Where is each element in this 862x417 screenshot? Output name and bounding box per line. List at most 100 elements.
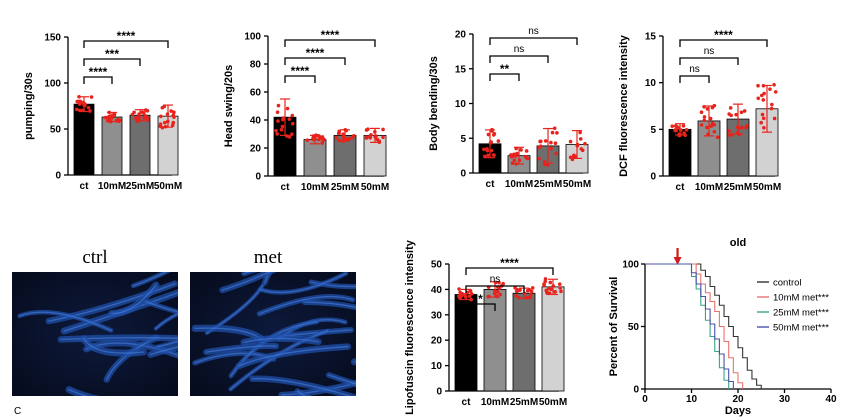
significance-bracket [284,57,346,65]
chart-title: old [730,237,747,249]
x-tick-label: 25mM [331,182,359,193]
data-point [727,133,732,137]
data-point [276,119,280,123]
y-tick-label: 40 [431,285,443,296]
bar [73,103,95,176]
data-point [530,286,535,290]
y-tick-label: 30 [431,310,443,321]
data-point [275,132,280,136]
bar-chart-4: 0 5 10 15 DCF fluorescence intensity ct 10mM 25… [618,28,781,193]
survival-line [645,263,734,389]
y-tick-label: 15 [645,32,657,43]
data-point [739,110,744,115]
worm-highlight [205,345,277,353]
worm-highlight [48,282,176,322]
data-point [320,141,324,145]
data-point [89,95,94,99]
data-point [734,112,738,117]
significance-label: **** [714,28,733,42]
data-point [347,136,352,141]
data-point [742,109,747,113]
data-point [274,128,278,133]
data-point [674,124,679,129]
data-point [552,126,557,131]
data-point [146,118,150,122]
significance-label: **** [291,64,310,78]
significance-label: **** [321,28,340,42]
bar-chart-5: 0 10 20 30 40 50 Lipofuscin fluorescence inten… [404,239,567,415]
data-point [290,121,295,126]
y-tick-label: 5 [650,125,656,136]
data-point [770,102,774,107]
significance-bracket [83,58,141,66]
worm-highlight [304,301,356,309]
worm-highlight [243,337,320,344]
worm-highlight [145,301,178,313]
y-tick-label: 10 [455,99,467,110]
data-point [368,135,372,140]
worm-highlight [83,338,145,354]
legend-label: 10mM met*** [773,293,829,304]
worm-highlight [155,313,178,330]
y-tick-label: 20 [431,336,443,347]
x-tick-label: 25mM [510,397,538,408]
data-point [337,129,342,134]
data-point [745,124,749,128]
x-tick-label: ct [462,397,472,408]
significance-label: **** [500,256,519,270]
data-point [486,132,491,137]
data-point [491,153,496,157]
worm-highlight [264,272,271,284]
survival-line [645,263,730,389]
x-tick-label: 50mM [539,397,567,408]
data-point [727,129,732,133]
y-tick-label: 20 [250,144,262,155]
y-tick-label: 100 [622,260,639,271]
x-tick-label: ct [281,182,291,193]
data-point [116,117,120,122]
data-point [712,122,717,127]
x-tick-label: ct [676,182,686,193]
data-point [524,149,529,153]
data-point [772,116,777,121]
data-point [103,115,108,120]
x-tick-label: 25mM [724,182,752,193]
data-point [485,147,489,151]
data-point [705,107,710,111]
data-point [759,93,764,98]
data-point [583,141,587,146]
data-point [516,288,520,293]
significance-label: ** [500,62,510,76]
y-axis-title: Body bending/30s [428,56,440,151]
data-point [86,105,91,110]
data-point [699,110,704,115]
data-point [568,139,573,144]
data-point [75,107,79,112]
bar-chart-3: 0 5 10 15 20 Body bending/30s ct 10mM 25mM 50mM **… [428,26,591,190]
panel-mark: C [14,406,21,417]
x-tick-label: 30 [779,394,791,405]
data-point [512,158,517,163]
y-tick-label: 0 [633,385,639,396]
x-tick-label: 10mM [695,182,723,193]
y-tick-label: 0 [55,171,61,182]
data-point [761,98,766,102]
data-point [542,159,547,164]
data-point [290,113,295,118]
legend-label: control [773,278,802,289]
y-tick-label: 0 [436,387,442,398]
data-point [159,114,163,119]
data-point [489,148,494,153]
data-point [756,83,760,88]
data-point [276,103,281,108]
data-point [287,117,292,121]
y-axis-title: Lipofuscin fluorescence intensity [404,239,416,415]
significance-bracket [83,40,169,48]
photo-met [190,272,356,396]
data-point [512,152,516,157]
data-point [729,113,733,118]
data-point [290,132,294,136]
data-point [112,113,117,118]
data-point [457,287,461,291]
